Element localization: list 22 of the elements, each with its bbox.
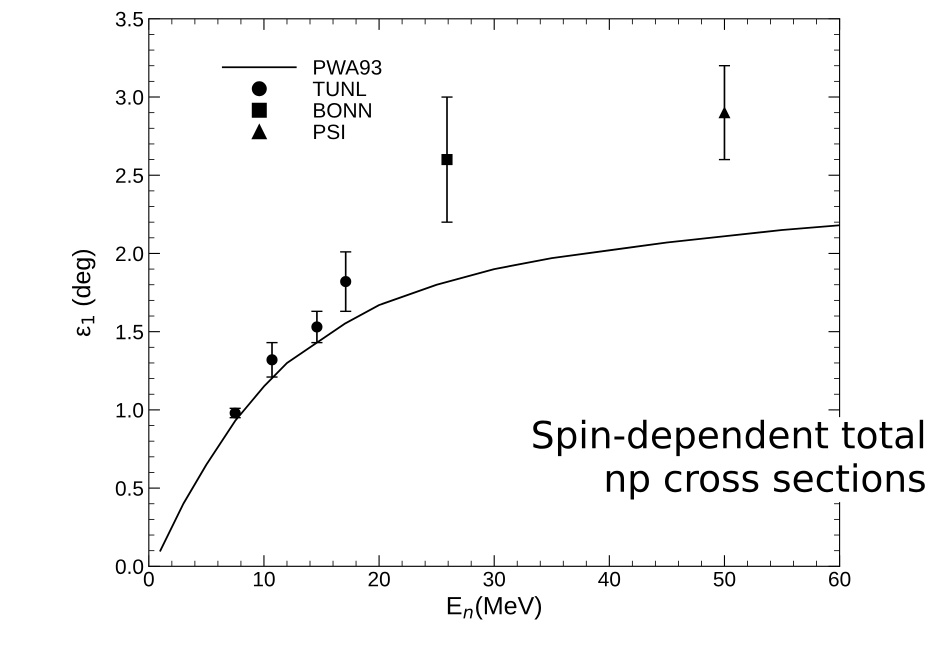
legend-label: PSI [314, 124, 344, 140]
x-tick-label: 60 [829, 572, 850, 586]
annotation: Spin-dependent total np cross sections [533, 420, 925, 500]
legend-label: BONN [314, 102, 371, 118]
y-tick-label: 2.0 [116, 246, 144, 262]
y-tick-label: 3.5 [116, 12, 144, 27]
y-axis-title: ε$_{1}$ (deg) [72, 250, 96, 336]
y-tick-label: 3.0 [116, 90, 144, 105]
y-tick-label: 2.5 [116, 168, 144, 183]
x-tick-label: 20 [368, 572, 390, 586]
x-tick-label: 40 [598, 572, 620, 586]
y-tick-label: 0.0 [116, 559, 144, 574]
x-axis-title: E$_{n}$(MeV) [448, 596, 542, 620]
x-tick-label: 0 [144, 572, 154, 586]
x-tick-label: 10 [254, 572, 275, 586]
legend-label: PWA93 [314, 60, 382, 75]
y-tick-label: 1.0 [116, 402, 144, 418]
x-tick-label: 30 [483, 572, 505, 586]
x-tick-label: 50 [714, 572, 736, 586]
legend-label: TUNL [312, 82, 366, 96]
y-tick-label: 0.5 [116, 481, 144, 496]
y-tick-label: 1.5 [116, 324, 144, 340]
